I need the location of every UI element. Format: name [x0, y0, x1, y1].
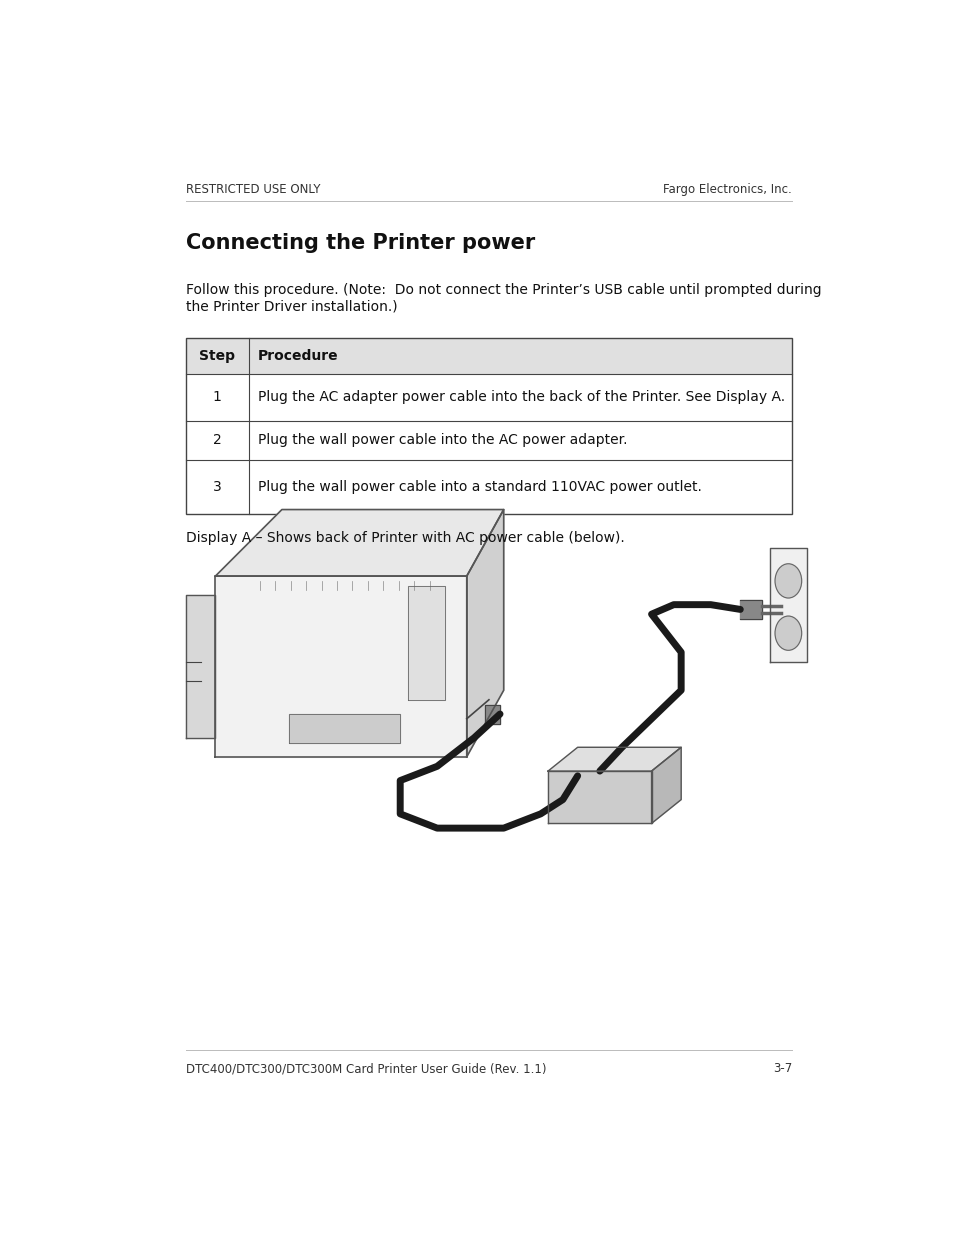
- Polygon shape: [740, 600, 761, 619]
- Polygon shape: [651, 747, 680, 824]
- Polygon shape: [547, 747, 680, 771]
- Text: Display A – Shows back of Printer with AC power cable (below).: Display A – Shows back of Printer with A…: [186, 531, 624, 546]
- Circle shape: [774, 563, 801, 598]
- Polygon shape: [215, 576, 466, 757]
- Polygon shape: [407, 585, 444, 700]
- Polygon shape: [485, 704, 499, 724]
- Polygon shape: [769, 547, 806, 662]
- Polygon shape: [547, 771, 651, 824]
- Circle shape: [774, 616, 801, 651]
- Polygon shape: [289, 714, 400, 742]
- Bar: [186, 338, 791, 373]
- Text: Follow this procedure. (Note:  Do not connect the Printer’s USB cable until prom: Follow this procedure. (Note: Do not con…: [186, 283, 821, 314]
- Text: 3-7: 3-7: [772, 1062, 791, 1076]
- Text: Plug the AC adapter power cable into the back of the Printer. See Display A.: Plug the AC adapter power cable into the…: [258, 390, 784, 404]
- Text: 3: 3: [213, 480, 221, 494]
- Polygon shape: [466, 510, 503, 757]
- Polygon shape: [186, 595, 215, 737]
- Text: Procedure: Procedure: [258, 350, 338, 363]
- Text: RESTRICTED USE ONLY: RESTRICTED USE ONLY: [186, 183, 320, 195]
- Text: Connecting the Printer power: Connecting the Printer power: [186, 233, 535, 253]
- Text: 1: 1: [213, 390, 221, 404]
- Text: Step: Step: [199, 350, 235, 363]
- Text: 2: 2: [213, 433, 221, 447]
- Bar: [186, 338, 791, 514]
- Text: DTC400/DTC300/DTC300M Card Printer User Guide (Rev. 1.1): DTC400/DTC300/DTC300M Card Printer User …: [186, 1062, 546, 1076]
- Text: Plug the wall power cable into the AC power adapter.: Plug the wall power cable into the AC po…: [258, 433, 627, 447]
- Polygon shape: [215, 510, 503, 576]
- Text: Fargo Electronics, Inc.: Fargo Electronics, Inc.: [662, 183, 791, 195]
- Text: Plug the wall power cable into a standard 110VAC power outlet.: Plug the wall power cable into a standar…: [258, 480, 701, 494]
